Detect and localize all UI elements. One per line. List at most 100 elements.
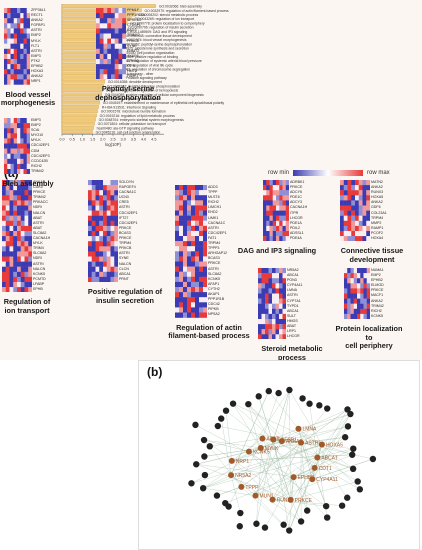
heatmap-cell xyxy=(269,205,273,211)
heatmap-cell xyxy=(179,236,184,242)
heatmap-cell xyxy=(20,205,25,211)
network-gene-node xyxy=(238,483,245,490)
heatmap-cell xyxy=(344,283,348,289)
heatmap-cell xyxy=(114,200,118,206)
heatmap-cell xyxy=(199,190,204,196)
heatmap-cell xyxy=(360,273,364,279)
heatmap-cell xyxy=(23,64,27,70)
heatmap-cell xyxy=(107,64,112,70)
heatmap-cell xyxy=(179,215,184,221)
heatmap-cell xyxy=(360,313,364,319)
network-hub-node xyxy=(344,406,351,413)
heatmap-cell xyxy=(13,33,18,39)
heatmap-cell xyxy=(282,313,286,320)
gene-label: RECT1 xyxy=(31,13,43,18)
bar xyxy=(61,84,104,88)
heatmap-cell xyxy=(199,241,204,247)
heatmap-cell xyxy=(99,231,104,237)
heatmap-cell xyxy=(350,278,354,284)
heatmap-cell xyxy=(272,268,276,274)
heatmap-cell xyxy=(179,312,184,318)
heatmap-cell xyxy=(191,225,196,232)
heatmap-cell xyxy=(20,118,24,124)
heatmap-cell xyxy=(353,283,358,289)
heatmap: ZFP36L1 RECT1 ANKA2 FGFBP1 ASTRI EMP2 MYLK FLT1… xyxy=(1,8,55,107)
heatmap-cell xyxy=(362,205,367,211)
heatmap-cell xyxy=(2,261,6,267)
heatmap-cell xyxy=(2,205,6,211)
heatmap-cell xyxy=(106,271,111,278)
heatmap-cell xyxy=(282,236,286,242)
heatmap-cell xyxy=(350,293,354,299)
heatmap-cells xyxy=(340,180,370,242)
network-hub-node xyxy=(316,402,323,409)
heatmap-cell xyxy=(344,273,348,279)
heatmap-cell xyxy=(357,303,361,309)
heatmap-cell xyxy=(96,69,100,75)
heatmap-cell xyxy=(91,251,96,257)
heatmap-cell xyxy=(10,28,14,34)
heatmap-cell xyxy=(272,215,277,221)
heatmap-cell xyxy=(266,231,270,237)
gene-label: CACNA1H xyxy=(290,205,308,210)
network-edge xyxy=(268,390,299,429)
gene-label: EPHB2 xyxy=(31,64,43,69)
heatmap-cell xyxy=(266,215,270,221)
heatmap-cell xyxy=(351,190,356,196)
heatmap-cell xyxy=(91,200,96,206)
heatmap-cell xyxy=(199,287,204,293)
heatmap-cell xyxy=(103,241,107,247)
heatmap-cell xyxy=(351,215,356,221)
gene-label: TRIM42 xyxy=(371,303,384,308)
heatmap-cell xyxy=(114,53,119,60)
heatmap-cell xyxy=(175,220,180,226)
bar xyxy=(61,113,97,118)
heatmap-cell xyxy=(9,266,14,272)
heatmap-cell xyxy=(265,298,269,304)
network-hub-node xyxy=(344,494,351,501)
gene-label: AKAP1 xyxy=(208,291,220,296)
gene-label: RAMP1 xyxy=(371,225,384,230)
heatmap-cell xyxy=(5,266,10,272)
heatmap-cell xyxy=(191,292,196,298)
heatmap-cell xyxy=(285,225,289,232)
heatmap-cell xyxy=(103,266,107,272)
heatmap-cell xyxy=(360,293,364,299)
network-gene-label: NRP1 xyxy=(236,459,250,465)
heatmap-cell xyxy=(276,215,280,221)
bar-category-label: GO:0003073: regulation of systemic arter… xyxy=(113,59,202,63)
heatmap-cell xyxy=(91,246,96,252)
bar xyxy=(61,79,105,84)
row-min-label: row min xyxy=(268,170,290,176)
network-hub-node xyxy=(200,436,208,444)
heatmap-cell xyxy=(106,251,111,257)
heatmap-cell xyxy=(183,185,188,191)
network-gene-node xyxy=(270,436,277,443)
heatmap-cell xyxy=(269,185,273,191)
heatmap-cell xyxy=(175,276,180,283)
heatmap-cell xyxy=(191,312,196,318)
heatmap-cell xyxy=(344,308,348,315)
heatmap-cell xyxy=(282,293,286,299)
heatmap-cell xyxy=(10,48,14,55)
heatmap-cell xyxy=(10,23,14,29)
heatmap-cell xyxy=(26,28,30,34)
network-edge xyxy=(273,428,299,440)
heatmap-cell xyxy=(23,153,27,159)
network-edge xyxy=(301,437,346,443)
heatmap-cell xyxy=(110,180,115,186)
heatmap-cell xyxy=(13,215,18,221)
heatmap-cell xyxy=(275,308,280,315)
heatmap-cell xyxy=(272,195,277,201)
heatmap-cell xyxy=(114,38,119,44)
heatmap-cell xyxy=(191,271,196,277)
heatmap-cell xyxy=(175,236,180,242)
heatmap-cell xyxy=(353,293,358,299)
heatmap-cell xyxy=(357,298,361,304)
heatmap-cell xyxy=(199,236,204,242)
heatmap-cell xyxy=(28,241,32,247)
heatmap-cell xyxy=(268,308,273,315)
heatmap-cell xyxy=(103,23,108,29)
heatmap-cell xyxy=(258,298,262,304)
x-axis-title: log(10P) xyxy=(105,142,121,147)
